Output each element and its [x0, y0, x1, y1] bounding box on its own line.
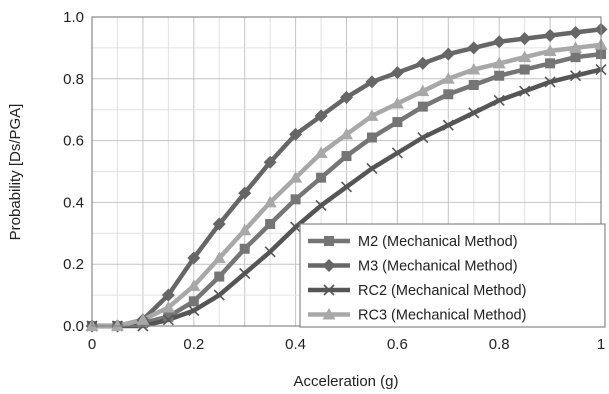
y-tick-label: 0.6 [63, 133, 84, 150]
y-tick-label: 0.0 [63, 318, 84, 335]
data-point-diamond [212, 217, 226, 231]
data-point-diamond [314, 109, 328, 123]
x-tick-label: 0.4 [285, 336, 306, 353]
legend-swatch-marker [322, 259, 336, 272]
data-point-square [545, 58, 556, 69]
legend-swatch-marker [322, 308, 336, 320]
data-point-diamond [543, 29, 557, 43]
x-axis-label: Acceleration (g) [293, 373, 398, 390]
data-point-triangle [518, 50, 532, 63]
data-point-diamond [390, 66, 404, 80]
data-point-square [341, 151, 352, 162]
data-point-triangle [467, 63, 481, 75]
data-point-diamond [492, 35, 506, 49]
y-tick-labels: 0.0 0.2 0.4 0.6 0.8 1.0 [63, 9, 84, 335]
data-point-diamond [289, 127, 303, 141]
data-point-diamond [161, 288, 175, 302]
data-point-square [265, 219, 276, 230]
data-point-triangle [212, 251, 226, 264]
x-tick-label: 0.2 [183, 336, 204, 353]
data-point-x [569, 70, 582, 82]
data-point-triangle [263, 195, 277, 208]
data-point-square [163, 311, 174, 322]
data-point-x [519, 85, 531, 97]
legend-swatch-marker [323, 284, 335, 296]
data-point-x [442, 119, 454, 131]
data-point-triangle [543, 44, 557, 56]
data-point-x [468, 107, 480, 119]
y-axis-label: Probability [Ds/PGA] [7, 104, 24, 241]
data-point-square [366, 132, 377, 143]
data-point-diamond [340, 90, 353, 104]
data-point-square [443, 89, 454, 100]
data-point-diamond [263, 155, 277, 169]
x-tick-labels: 0 0.2 0.4 0.6 0.8 1 [88, 336, 605, 353]
x-tick-label: 1 [597, 336, 605, 353]
data-point-x [340, 181, 353, 193]
data-point-x [391, 147, 403, 159]
data-point-triangle [340, 127, 353, 140]
data-point-square [494, 70, 505, 81]
data-point-square [570, 52, 581, 63]
y-tick-label: 0.2 [63, 256, 84, 273]
legend-entry: M2 (Mechanical Method) [358, 234, 518, 250]
legend-entry: RC3 (Mechanical Method) [358, 308, 526, 324]
data-point-triangle [110, 319, 124, 331]
data-point-x [188, 304, 200, 317]
data-point-triangle [441, 72, 455, 84]
data-point-diamond [467, 41, 481, 55]
legend-entry: RC2 (Mechanical Method) [358, 283, 526, 299]
data-point-x [417, 131, 429, 144]
data-point-triangle [187, 279, 201, 291]
data-point-square [417, 101, 428, 112]
data-point-square [316, 172, 327, 183]
data-point-x [213, 289, 225, 301]
data-point-square [214, 271, 225, 282]
data-point-triangle [569, 41, 583, 53]
data-point-diamond [441, 47, 455, 61]
y-tick-label: 0.8 [63, 71, 84, 88]
data-point-x [239, 267, 251, 280]
data-point-square [290, 194, 301, 205]
x-tick-label: 0 [88, 336, 96, 353]
data-point-triangle [289, 171, 303, 183]
data-point-x [162, 314, 174, 326]
data-point-x [493, 94, 505, 106]
data-point-square [392, 117, 403, 128]
data-point-triangle [314, 146, 328, 158]
data-point-x [366, 162, 378, 174]
y-tick-label: 1.0 [63, 9, 84, 26]
x-tick-label: 0.8 [489, 336, 510, 353]
x-tick-label: 0.6 [387, 336, 408, 353]
data-point-triangle [492, 56, 506, 69]
y-tick-label: 0.4 [63, 194, 84, 211]
data-point-x [544, 76, 556, 88]
data-point-x [264, 246, 276, 258]
data-point-triangle [365, 109, 379, 121]
legend: M2 (Mechanical Method) M3 (Mechanical Met… [299, 223, 606, 328]
legend-box [299, 223, 606, 328]
legend-entry: M3 (Mechanical Method) [358, 259, 518, 275]
data-point-square [468, 79, 479, 90]
data-point-triangle [416, 84, 430, 97]
data-point-x [290, 221, 302, 233]
data-point-square [519, 64, 530, 75]
data-point-triangle [238, 223, 252, 236]
data-point-square [188, 296, 199, 307]
legend-swatch-marker [324, 236, 334, 246]
data-point-diamond [518, 32, 532, 46]
data-point-diamond [365, 75, 379, 89]
data-point-diamond [187, 251, 201, 265]
data-point-triangle [136, 313, 150, 325]
data-point-diamond [569, 25, 583, 39]
data-point-square [239, 243, 250, 254]
data-point-x [315, 199, 327, 212]
data-point-diamond [238, 186, 252, 200]
data-point-diamond [416, 56, 430, 70]
data-point-triangle [390, 97, 404, 109]
data-point-triangle [161, 300, 175, 313]
